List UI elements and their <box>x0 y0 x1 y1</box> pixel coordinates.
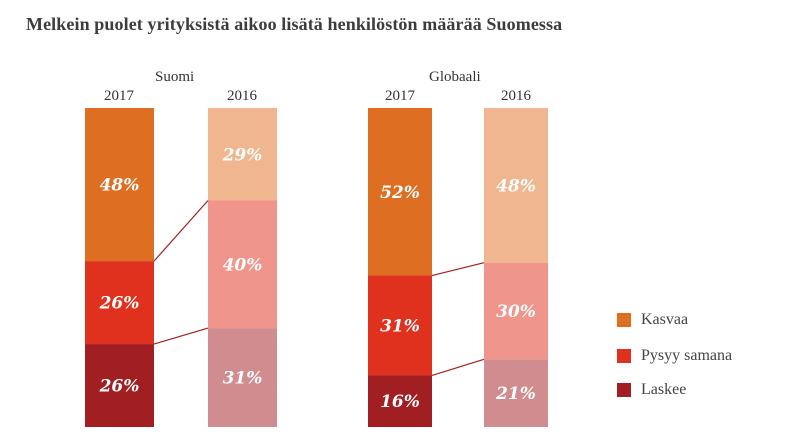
legend-text-pysyy-samana: Pysyy samana <box>641 347 732 365</box>
data-label-suomi-2017-laskee: 26% <box>99 377 140 397</box>
data-label-globaali-2017-laskee: 16% <box>380 392 420 412</box>
legend-swatch-laskee <box>617 383 631 397</box>
connector-line-globaali-1 <box>432 263 484 276</box>
data-label-suomi-2016-pysyy-samana: 40% <box>223 255 263 275</box>
legend-item-laskee: Laskee <box>617 382 686 398</box>
connector-line-suomi-1 <box>154 201 208 262</box>
legend-text-kasvaa: Kasvaa <box>641 311 688 329</box>
data-label-suomi-2016-kasvaa: 29% <box>222 145 263 165</box>
data-label-globaali-2017-kasvaa: 52% <box>380 183 420 203</box>
legend-item-pysyy-samana: Pysyy samana <box>617 348 732 364</box>
legend-item-kasvaa: Kasvaa <box>617 312 688 328</box>
legend-text-laskee: Laskee <box>641 381 686 399</box>
data-label-suomi-2017-pysyy-samana: 26% <box>99 294 140 314</box>
data-label-globaali-2016-laskee: 21% <box>495 384 536 404</box>
data-label-suomi-2016-laskee: 31% <box>223 369 263 389</box>
data-label-globaali-2017-pysyy-samana: 31% <box>380 317 420 337</box>
data-label-globaali-2016-pysyy-samana: 30% <box>496 302 536 322</box>
connector-line-globaali-2 <box>432 359 484 375</box>
legend-swatch-pysyy-samana <box>617 349 631 363</box>
connector-line-suomi-2 <box>154 328 208 344</box>
data-label-suomi-2017-kasvaa: 48% <box>100 176 140 196</box>
legend-swatch-kasvaa <box>617 313 631 327</box>
data-label-globaali-2016-kasvaa: 48% <box>496 176 536 196</box>
